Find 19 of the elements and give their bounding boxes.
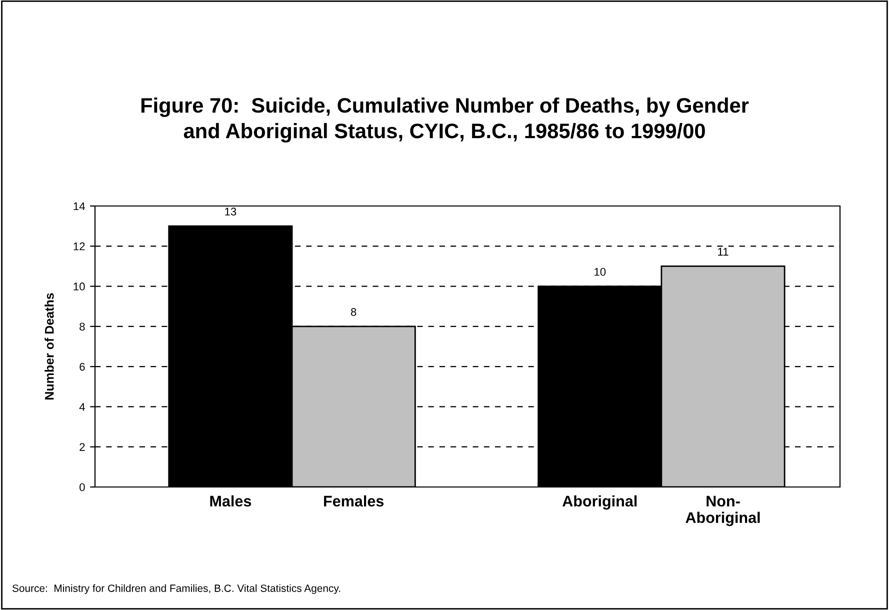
y-tick-label: 4 (79, 403, 85, 411)
x-tick-label: Non- Aboriginal (686, 496, 760, 526)
y-tick-label: 0 (80, 483, 85, 492)
y-tick-label: 10 (74, 282, 85, 290)
y-tick-label: 8 (80, 322, 85, 331)
x-tick-label: Aboriginal (562, 495, 637, 510)
x-tick-label: Females (324, 495, 384, 507)
y-tick-label: 6 (80, 362, 85, 371)
data-label: 11 (718, 248, 728, 256)
y-tick-label: 2 (80, 443, 85, 451)
data-label: 8 (350, 308, 356, 316)
data-label: 13 (225, 208, 236, 216)
data-label: 10 (594, 268, 606, 276)
y-tick-label: 12 (74, 242, 85, 250)
chart-title: Figure 70: Suicide, Cumulative Number of Deaths, by Gender and Aboriginal Status, CYIC, B.C., 1985/86 to 1999/00 (141, 97, 749, 143)
y-tick-label: 14 (74, 202, 85, 210)
x-tick-label: Males (210, 495, 252, 507)
source-note: Source: Ministry for Children and Families, B.C. Vital Statistics Agency. (12, 584, 340, 594)
y-axis-title: Number of Deaths (44, 293, 54, 400)
